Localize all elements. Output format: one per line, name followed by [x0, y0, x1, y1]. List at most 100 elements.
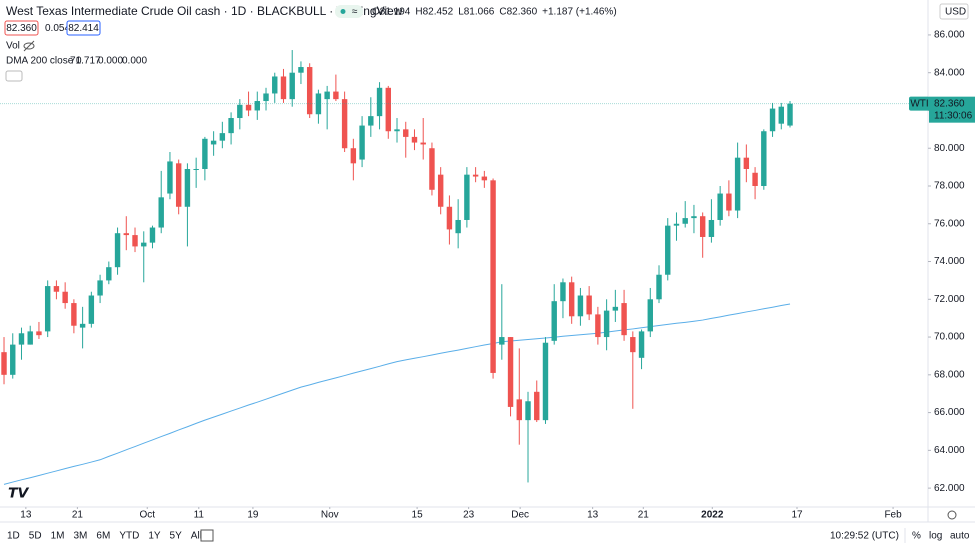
currency: USD — [945, 7, 966, 18]
y-tick-label: 70.000 — [934, 332, 965, 343]
indicator-label: DMA 200 close 0 — [6, 56, 82, 67]
option[interactable]: % — [912, 531, 921, 542]
candle-body — [306, 67, 313, 115]
candle-body — [586, 295, 592, 315]
bid-box[interactable] — [4, 20, 39, 36]
indicator-value: 71.717 — [70, 56, 101, 67]
bid: 82.360 — [6, 23, 37, 34]
currency-button[interactable] — [939, 3, 969, 20]
ohlc-value: C82.360 — [499, 7, 537, 18]
candle-body — [341, 99, 348, 149]
candle-body — [638, 331, 645, 358]
candle-body — [315, 93, 322, 115]
candle-body — [79, 323, 86, 328]
calendar-icon[interactable] — [200, 529, 214, 542]
range-button[interactable]: All — [191, 531, 202, 542]
candle-body — [1, 352, 7, 375]
candle-body — [647, 299, 653, 332]
candle-body — [167, 161, 173, 194]
candle-body — [612, 306, 619, 311]
candle-body — [272, 76, 278, 94]
x-tick-label: 21 — [638, 510, 650, 521]
x-tick-label: 2022 — [701, 510, 724, 521]
range-button[interactable]: 5D — [29, 531, 42, 542]
x-tick-label: Feb — [884, 510, 902, 521]
candle-body — [193, 169, 199, 170]
candle-body — [141, 242, 147, 247]
candle-body — [184, 169, 191, 207]
candle-body — [699, 216, 706, 237]
candle-body — [682, 218, 688, 224]
candle-body — [158, 197, 164, 228]
candle-body — [97, 280, 103, 296]
candle-body — [245, 104, 252, 111]
spread: 0.054 — [45, 23, 70, 34]
ohlc-value: +1.187 (+1.46%) — [542, 7, 617, 18]
candle-body — [446, 206, 453, 230]
candle-body — [114, 233, 121, 268]
y-tick-label: 68.000 — [934, 369, 965, 380]
candle-body — [472, 174, 479, 177]
range-button[interactable]: 3M — [74, 531, 88, 542]
candle-body — [534, 391, 540, 421]
x-tick-label: Nov — [321, 510, 339, 521]
candle-body — [237, 104, 243, 119]
candle-body — [263, 93, 269, 102]
candle-body — [53, 286, 60, 292]
candle-body — [743, 157, 750, 169]
candle-body — [525, 401, 531, 421]
candle-body — [507, 337, 514, 407]
candle-body — [778, 106, 784, 124]
candle-body — [149, 227, 156, 243]
candle-body — [71, 303, 77, 326]
candle-body — [577, 295, 584, 317]
settings-icon[interactable] — [947, 510, 957, 520]
candle-body — [62, 291, 68, 304]
status-dot — [340, 9, 346, 14]
candle-body — [551, 301, 557, 341]
candle-body — [673, 223, 680, 226]
candle-body — [228, 118, 234, 134]
ma-line — [3, 303, 791, 485]
candle-body — [420, 142, 426, 145]
volume-label: Vol — [6, 41, 20, 52]
candle-body — [656, 274, 662, 300]
x-tick-label: 21 — [72, 510, 84, 521]
candle-body — [27, 331, 33, 345]
candle-body — [769, 108, 776, 132]
collapse-button[interactable] — [5, 70, 23, 82]
candle-body — [429, 148, 435, 190]
range-button[interactable]: 1M — [51, 531, 65, 542]
x-tick-label: Oct — [139, 510, 155, 521]
option[interactable]: log — [929, 531, 942, 542]
y-tick-label: 62.000 — [934, 483, 965, 494]
candle-body — [481, 176, 488, 181]
candle-body — [254, 101, 260, 111]
ask-box[interactable] — [66, 20, 101, 36]
candle-body — [368, 116, 374, 126]
x-tick-label: 11 — [194, 510, 205, 521]
candle-body — [621, 303, 627, 336]
option[interactable]: auto — [950, 531, 970, 542]
range-button[interactable]: 1D — [7, 531, 20, 542]
candle-body — [18, 333, 25, 345]
candle-body — [734, 157, 741, 211]
ohlc-value: O81.194 — [372, 7, 411, 18]
toolbar: 1D 5D 1M 3M 6M YTD 1Y 5Y All — [7, 531, 202, 542]
candle-body — [280, 76, 287, 100]
eye-icon[interactable] — [23, 40, 35, 52]
range-button[interactable]: 6M — [96, 531, 110, 542]
ohlc-value: L81.066 — [458, 7, 495, 18]
candle-body — [726, 193, 732, 211]
candle-body — [289, 72, 295, 100]
candle-body — [219, 133, 226, 141]
candle-body — [411, 136, 418, 143]
logo: 𝙏𝙑 — [8, 485, 30, 501]
range-button[interactable]: YTD — [119, 531, 139, 542]
chart-title: West Texas Intermediate Crude Oil cash ·… — [6, 4, 403, 18]
range-button[interactable]: 5Y — [170, 531, 183, 542]
indicator-value: 0.000 — [98, 56, 123, 67]
ohlc-value: H82.452 — [415, 7, 453, 18]
range-button[interactable]: 1Y — [148, 531, 161, 542]
candle-body — [708, 219, 715, 237]
